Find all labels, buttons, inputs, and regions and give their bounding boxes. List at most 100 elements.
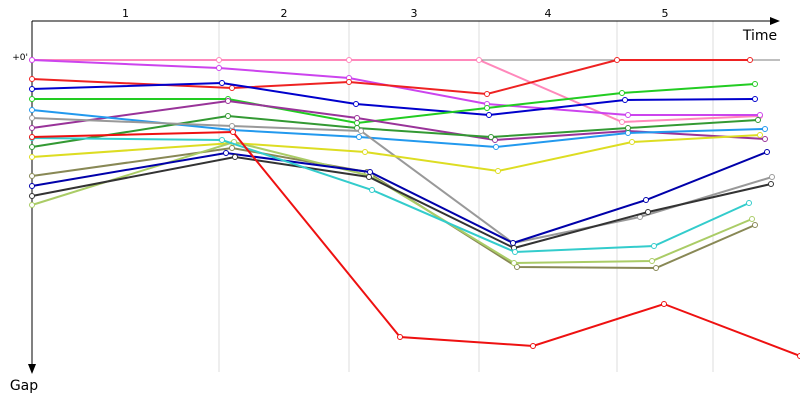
point <box>232 154 238 160</box>
point <box>512 249 518 255</box>
point <box>216 57 222 63</box>
series-line <box>31 114 759 148</box>
point <box>366 174 372 180</box>
point <box>230 129 236 135</box>
point <box>514 264 520 270</box>
point <box>749 216 755 222</box>
point <box>29 57 35 63</box>
point <box>29 202 35 208</box>
point <box>755 117 761 123</box>
point <box>488 134 494 140</box>
y-axis-label: Gap <box>10 378 38 394</box>
series-line <box>31 59 760 116</box>
point <box>354 115 360 121</box>
series-line <box>31 130 800 357</box>
series-line <box>31 59 750 96</box>
point <box>29 154 35 160</box>
point <box>643 197 649 203</box>
point <box>769 174 775 180</box>
point <box>752 81 758 87</box>
series-line <box>31 81 756 117</box>
series-line <box>31 134 761 173</box>
point <box>484 105 490 111</box>
point <box>752 96 758 102</box>
point <box>614 57 620 63</box>
point <box>369 187 375 193</box>
point <box>493 144 499 150</box>
point <box>225 113 231 119</box>
point <box>29 107 35 113</box>
point <box>29 96 35 102</box>
lap-label: 3 <box>411 7 418 20</box>
point <box>757 132 763 138</box>
point <box>510 240 516 246</box>
point <box>649 258 655 264</box>
point <box>354 120 360 126</box>
series-line <box>32 59 761 124</box>
point <box>752 222 758 228</box>
point <box>356 134 362 140</box>
x-axis-arrow <box>770 17 780 25</box>
point <box>229 123 235 129</box>
series-line <box>31 137 750 254</box>
point <box>530 343 536 349</box>
point <box>653 265 659 271</box>
lap-label: 1 <box>122 7 129 20</box>
point <box>486 112 492 118</box>
point <box>768 181 774 187</box>
point <box>651 243 657 249</box>
point <box>358 128 364 134</box>
point <box>762 136 768 142</box>
point <box>762 126 768 132</box>
point <box>29 193 35 199</box>
point <box>29 173 35 179</box>
point <box>757 112 763 118</box>
point <box>622 97 628 103</box>
point <box>619 90 625 96</box>
point <box>797 353 800 359</box>
point <box>219 137 225 143</box>
point <box>625 125 631 131</box>
point <box>362 149 368 155</box>
lap-label: 5 <box>662 7 669 20</box>
point <box>29 144 35 150</box>
point <box>29 115 35 121</box>
point <box>629 139 635 145</box>
point <box>764 149 770 155</box>
series-line <box>31 151 768 245</box>
point <box>346 79 352 85</box>
point <box>484 91 490 97</box>
point <box>225 98 231 104</box>
point <box>29 134 35 140</box>
point <box>216 65 222 71</box>
point <box>219 80 225 86</box>
point <box>619 119 625 125</box>
point <box>223 150 229 156</box>
point <box>511 260 517 266</box>
point <box>661 301 667 307</box>
point <box>625 130 631 136</box>
lap-label: 2 <box>281 7 288 20</box>
series-line <box>31 109 766 149</box>
point <box>367 169 373 175</box>
lap-label: 4 <box>545 7 552 20</box>
point <box>747 57 753 63</box>
point <box>353 101 359 107</box>
point <box>29 125 35 131</box>
point <box>645 209 651 215</box>
point <box>229 85 235 91</box>
point <box>625 112 631 118</box>
y-tick-label: +0' <box>12 53 28 63</box>
series-line <box>31 117 773 245</box>
x-axis-label: Time <box>742 28 777 44</box>
point <box>476 57 482 63</box>
point <box>29 86 35 92</box>
point <box>346 57 352 63</box>
series-line <box>31 146 756 270</box>
y-axis-arrow <box>28 364 36 374</box>
point <box>29 183 35 189</box>
point <box>229 145 235 151</box>
point <box>397 334 403 340</box>
point <box>746 200 752 206</box>
